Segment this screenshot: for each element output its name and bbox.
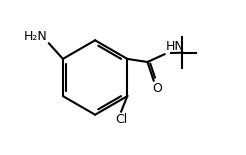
Text: O: O (153, 82, 162, 95)
Text: H₂N: H₂N (24, 30, 47, 43)
Text: Cl: Cl (115, 113, 127, 126)
Text: HN: HN (165, 40, 184, 53)
